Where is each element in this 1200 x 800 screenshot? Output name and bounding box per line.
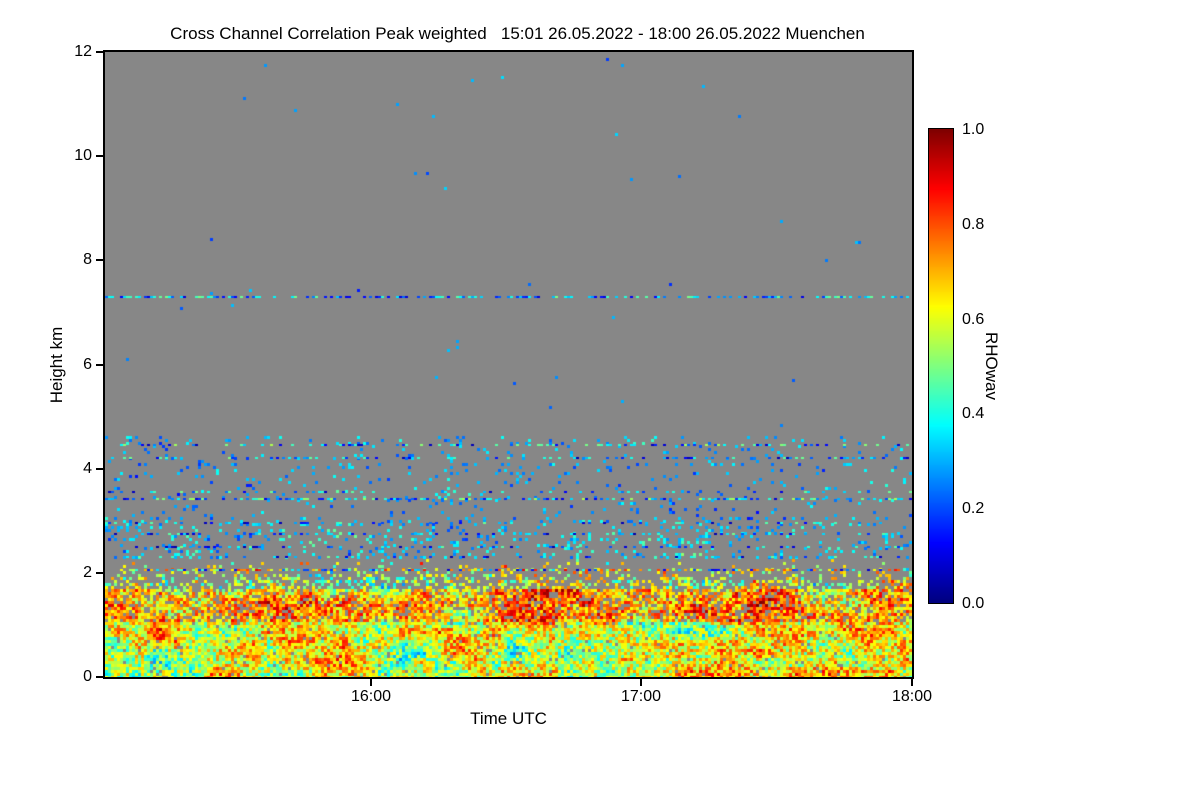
y-tick-label: 10 — [74, 147, 92, 164]
colorbar-title: RHOwav — [982, 331, 1001, 401]
colorbar-tick-label: 0.4 — [962, 405, 985, 422]
y-tick-mark — [96, 364, 103, 366]
y-tick-label: 6 — [83, 356, 92, 373]
x-axis-title: Time UTC — [470, 709, 547, 728]
y-tick-label: 0 — [83, 668, 92, 685]
chart-title: Cross Channel Correlation Peak weighted … — [170, 24, 865, 43]
y-tick-mark — [96, 155, 103, 157]
colorbar-frame — [928, 128, 954, 604]
x-tick-mark — [640, 679, 642, 686]
x-tick-mark — [370, 679, 372, 686]
colorbar-tick-label: 0.0 — [962, 595, 985, 612]
x-tick-label: 18:00 — [891, 688, 933, 705]
y-tick-label: 12 — [74, 43, 92, 60]
x-tick-label: 17:00 — [620, 688, 662, 705]
plot-frame — [103, 50, 914, 679]
y-tick-mark — [96, 572, 103, 574]
colorbar-tick-label: 0.2 — [962, 500, 985, 517]
y-tick-mark — [96, 468, 103, 470]
colorbar-gradient — [929, 129, 953, 603]
colorbar-tick-label: 0.8 — [962, 216, 985, 233]
x-tick-mark — [911, 679, 913, 686]
y-tick-mark — [96, 51, 103, 53]
y-tick-label: 4 — [83, 460, 92, 477]
y-tick-label: 8 — [83, 251, 92, 268]
y-tick-mark — [96, 259, 103, 261]
y-tick-label: 2 — [83, 564, 92, 581]
colorbar-tick-label: 1.0 — [962, 121, 985, 138]
y-tick-mark — [96, 676, 103, 678]
heatmap-canvas — [105, 52, 912, 677]
x-tick-label: 16:00 — [350, 688, 392, 705]
colorbar-tick-label: 0.6 — [962, 311, 985, 328]
